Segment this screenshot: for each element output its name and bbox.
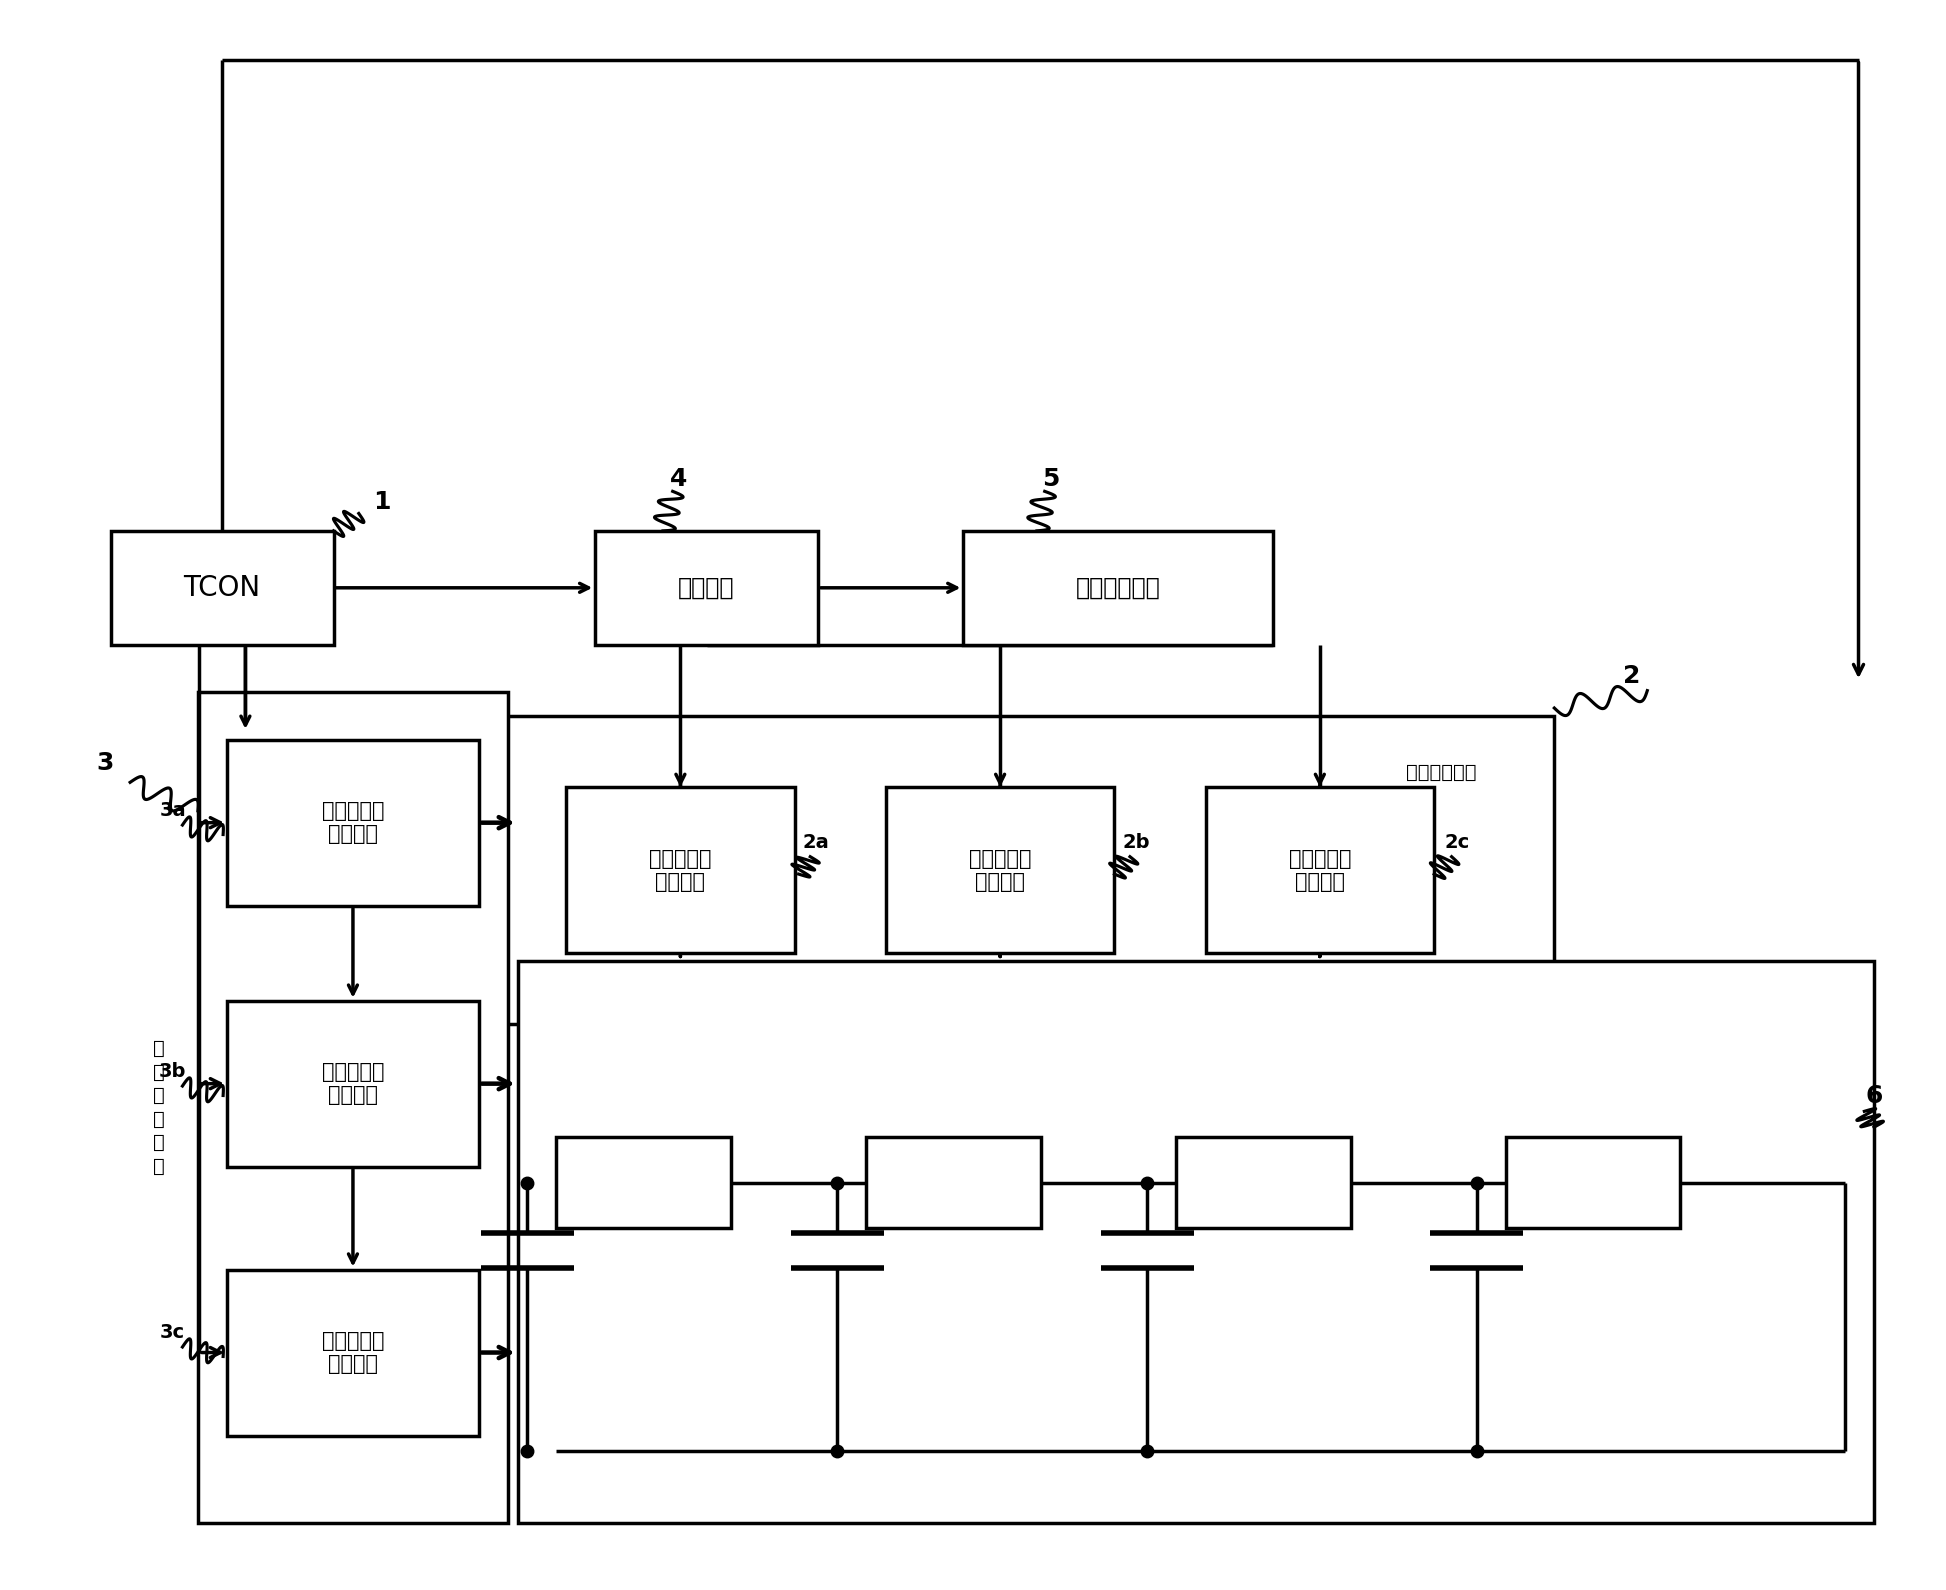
Text: 3: 3 (95, 752, 113, 776)
Bar (963, 531, 1273, 644)
Bar (228, 1000, 479, 1167)
Bar (1177, 1137, 1351, 1229)
Bar (111, 531, 333, 644)
Bar (228, 1269, 479, 1436)
Text: 源极驱动电路: 源极驱动电路 (1407, 763, 1477, 782)
Text: 第三源极驱
动子电路: 第三源极驱 动子电路 (1288, 849, 1351, 892)
Bar (885, 787, 1115, 952)
Text: 3c: 3c (160, 1323, 185, 1342)
Text: 2c: 2c (1444, 833, 1469, 852)
Text: 第二源极驱
动子电路: 第二源极驱 动子电路 (969, 849, 1031, 892)
Text: 伽马生成模块: 伽马生成模块 (1076, 576, 1160, 599)
Bar (557, 1137, 732, 1229)
Bar (228, 739, 479, 906)
Text: 3b: 3b (160, 1062, 187, 1081)
Bar (518, 960, 1874, 1523)
Text: 第一源极驱
动子电路: 第一源极驱 动子电路 (650, 849, 712, 892)
Bar (1205, 787, 1434, 952)
Text: 第二栅极驱
动子电路: 第二栅极驱 动子电路 (321, 1062, 383, 1105)
Text: 1: 1 (374, 490, 391, 515)
Text: 3a: 3a (160, 801, 187, 820)
Text: 2b: 2b (1123, 833, 1150, 852)
Text: 5: 5 (1041, 467, 1059, 491)
Bar (469, 716, 1555, 1024)
Text: 2a: 2a (802, 833, 829, 852)
Text: 4: 4 (669, 467, 687, 491)
Bar (1506, 1137, 1679, 1229)
Text: 6: 6 (1866, 1083, 1882, 1108)
Text: 栅
极
驱
动
电
路: 栅 极 驱 动 电 路 (154, 1040, 165, 1175)
Text: 第三栅极驱
动子电路: 第三栅极驱 动子电路 (321, 1331, 383, 1374)
Bar (566, 787, 794, 952)
Bar (866, 1137, 1041, 1229)
Text: 第一栅极驱
动子电路: 第一栅极驱 动子电路 (321, 801, 383, 844)
Text: 电源模块: 电源模块 (679, 576, 736, 599)
Bar (595, 531, 817, 644)
Text: 2: 2 (1623, 665, 1640, 688)
Bar (198, 692, 508, 1523)
Text: TCON: TCON (183, 574, 261, 601)
